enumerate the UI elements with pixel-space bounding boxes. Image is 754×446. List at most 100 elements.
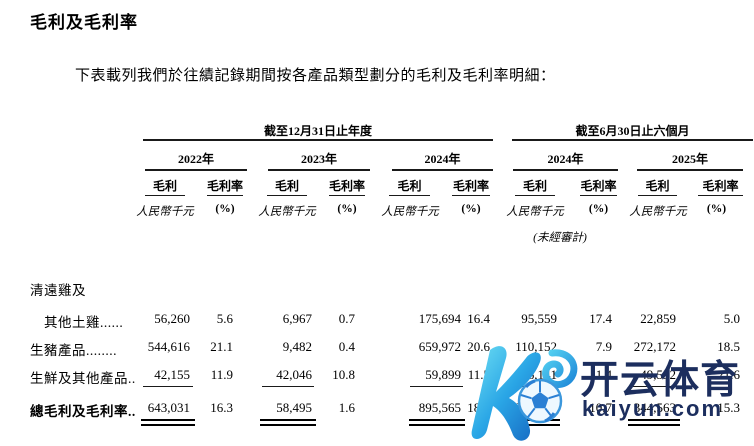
year-header: 2024年 [547, 152, 584, 166]
row-label: 生鮮及其他產品.. [30, 371, 136, 386]
year-rule [513, 169, 618, 171]
table-cell: 7.9 [595, 339, 612, 354]
table-cell: 0.4 [338, 339, 355, 354]
year-rule [637, 169, 743, 171]
group-rule [512, 139, 753, 141]
total-double-rule [628, 419, 680, 426]
col-header-gross-margin: 毛利率 [580, 179, 617, 193]
col-rule [207, 195, 243, 196]
table-cell: 5.0 [723, 311, 740, 326]
col-header-gross-profit: 毛利 [645, 179, 670, 193]
row-label: 清遠雞及 [30, 283, 86, 298]
row-label-total: 總毛利及毛利率.. [30, 404, 136, 419]
unit-percent: (%) [706, 203, 727, 215]
group-header-annual: 截至12月31日止年度 [263, 124, 372, 138]
col-rule [698, 195, 743, 196]
table-cell-total: 10.7 [589, 400, 612, 415]
table-cell-total: 58,495 [276, 400, 312, 415]
table-cell: 95,559 [521, 311, 557, 326]
col-rule [267, 195, 307, 196]
table-cell: 17.4 [589, 311, 612, 326]
unit-currency: 人民幣千元 [629, 206, 687, 218]
col-rule [452, 195, 490, 196]
unit-currency: 人民幣千元 [381, 206, 439, 218]
table-cell: 42,046 [276, 367, 312, 382]
table-cell: 56,260 [154, 311, 190, 326]
col-header-gross-profit: 毛利 [152, 179, 177, 193]
col-rule [329, 195, 365, 196]
col-header-gross-profit: 毛利 [274, 179, 299, 193]
unit-percent: (%) [215, 203, 235, 215]
col-header-gross-margin: 毛利率 [452, 179, 489, 193]
table-cell-total: 344,563 [633, 400, 676, 415]
table-cell: 22,859 [640, 311, 676, 326]
table-cell: 18.5 [717, 339, 740, 354]
col-header-gross-profit: 毛利 [397, 179, 422, 193]
unit-percent: (%) [588, 203, 609, 215]
table-cell: 21.6 [717, 367, 740, 382]
swirl [542, 349, 578, 388]
table-cell-total: 643,031 [147, 400, 190, 415]
col-header-gross-margin: 毛利率 [207, 179, 244, 193]
total-double-rule [141, 419, 195, 426]
table-cell: 544,616 [147, 339, 190, 354]
k-letter [471, 346, 541, 441]
unit-percent: (%) [461, 203, 481, 215]
year-header: 2025年 [671, 152, 708, 166]
col-rule [638, 195, 677, 196]
table-cell-total: 16.3 [210, 400, 233, 415]
year-header: 2023年 [300, 152, 337, 166]
table-cell: 10.8 [332, 367, 355, 382]
table-cell: 49,532 [640, 367, 676, 382]
year-rule [392, 169, 493, 171]
kaiyun-k-logo [471, 346, 578, 441]
year-header: 2024年 [424, 152, 461, 166]
table-cell: 110,152 [515, 339, 557, 354]
table-cell: 659,972 [418, 339, 461, 354]
subtotal-rule [143, 386, 193, 387]
table-cell-total: 895,565 [418, 400, 461, 415]
subtotal-rule [630, 386, 678, 387]
unit-percent: (%) [337, 203, 357, 215]
year-header: 2022年 [177, 152, 214, 166]
year-rule [268, 169, 370, 171]
watermark-brand-text: 开云体育 [580, 359, 741, 402]
total-double-rule [409, 419, 465, 426]
table-cell: 21.1 [210, 339, 233, 354]
table-cell: 9,482 [282, 339, 312, 354]
row-label: 其他土雞...... [44, 315, 124, 330]
total-double-rule [260, 419, 316, 426]
group-header-interim: 截至6月30日止六個月 [575, 124, 690, 138]
watermark-domain-text: kaiyun.com [582, 396, 724, 421]
col-rule [580, 195, 617, 196]
table-cell: 20.6 [467, 339, 490, 354]
subtotal-rule [262, 386, 314, 387]
table-cell: 16.4 [467, 311, 490, 326]
table-cell: 42,155 [154, 367, 190, 382]
col-header-gross-profit: 毛利 [522, 179, 547, 193]
unit-currency: 人民幣千元 [258, 206, 316, 218]
table-cell-total: 15.3 [717, 400, 740, 415]
table-cell: 6,967 [282, 311, 312, 326]
table-cell-total: 1.6 [338, 400, 355, 415]
col-rule [389, 195, 430, 196]
intro-text: 下表載列我們於往績記錄期間按各產品類型劃分的毛利及毛利率明細： [75, 68, 556, 84]
unit-currency: 人民幣千元 [506, 206, 564, 218]
table-cell: 11.4 [589, 367, 612, 382]
unaudited-note: (未經審計) [533, 232, 587, 244]
col-rule [145, 195, 185, 196]
table-cell: 0.7 [338, 311, 355, 326]
year-rule [145, 169, 247, 171]
table-cell: 59,899 [425, 367, 461, 382]
table-cell: 5.6 [216, 311, 233, 326]
col-header-gross-margin: 毛利率 [702, 179, 739, 193]
soccer-ball-icon [517, 378, 563, 424]
group-rule [143, 139, 493, 141]
row-label: 生豬產品........ [30, 343, 117, 358]
col-header-gross-margin: 毛利率 [329, 179, 366, 193]
table-cell: 175,694 [418, 311, 461, 326]
table-cell: 272,172 [633, 339, 676, 354]
col-rule [515, 195, 555, 196]
unit-currency: 人民幣千元 [136, 206, 194, 218]
